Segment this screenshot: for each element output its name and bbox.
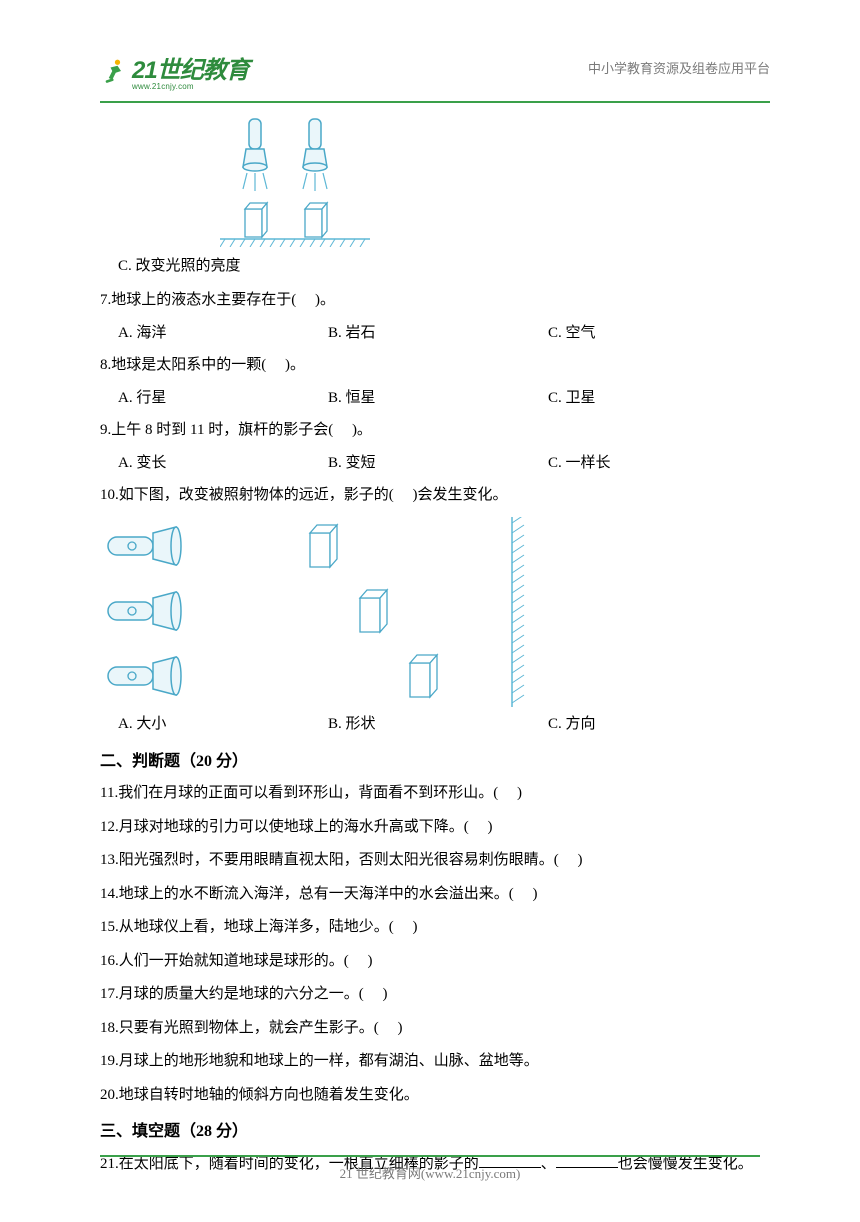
brand-main: 21世纪教育	[132, 57, 249, 84]
q8-options: A. 行星 B. 恒星 C. 卫星	[100, 383, 770, 415]
section3-title: 三、填空题（28 分）	[100, 1115, 770, 1149]
j15: 15.从地球仪上看，地球上海洋多，陆地少。( )	[100, 912, 770, 944]
header-right-text: 中小学教育资源及组卷应用平台	[588, 58, 770, 77]
q6-figure	[220, 117, 370, 247]
q9-options: A. 变长 B. 变短 C. 一样长	[100, 448, 770, 480]
q9-b: B. 变短	[328, 448, 548, 480]
j12: 12.月球对地球的引力可以使地球上的海水升高或下降。( )	[100, 812, 770, 844]
q10-figure	[100, 517, 530, 707]
q9-a: A. 变长	[118, 448, 328, 480]
j19: 19.月球上的地形地貌和地球上的一样，都有湖泊、山脉、盆地等。	[100, 1046, 770, 1078]
q9-c: C. 一样长	[548, 448, 611, 480]
q9-text: 9.上午 8 时到 11 时，旗杆的影子会( )。	[100, 415, 770, 447]
footer-text: 21 世纪教育网(www.21cnjy.com)	[0, 1163, 860, 1182]
q8-b: B. 恒星	[328, 383, 548, 415]
q10-a: A. 大小	[118, 709, 328, 741]
q10-options: A. 大小 B. 形状 C. 方向	[100, 709, 770, 741]
section2-title: 二、判断题（20 分）	[100, 745, 770, 779]
footer-rule	[100, 1155, 760, 1157]
q7-options: A. 海洋 B. 岩石 C. 空气	[100, 318, 770, 350]
j16: 16.人们一开始就知道地球是球形的。( )	[100, 946, 770, 978]
j14: 14.地球上的水不断流入海洋，总有一天海洋中的水会溢出来。( )	[100, 879, 770, 911]
q7-text: 7.地球上的液态水主要存在于( )。	[100, 285, 770, 317]
header-rule	[100, 101, 770, 103]
j13: 13.阳光强烈时，不要用眼睛直视太阳，否则太阳光很容易刺伤眼睛。( )	[100, 845, 770, 877]
q8-c: C. 卫星	[548, 383, 596, 415]
j11: 11.我们在月球的正面可以看到环形山，背面看不到环形山。( )	[100, 778, 770, 810]
j18: 18.只要有光照到物体上，就会产生影子。( )	[100, 1013, 770, 1045]
page-footer: 21 世纪教育网(www.21cnjy.com)	[0, 1155, 860, 1182]
q10-text: 10.如下图，改变被照射物体的远近，影子的( )会发生变化。	[100, 480, 770, 512]
runner-icon	[100, 57, 128, 85]
j17: 17.月球的质量大约是地球的六分之一。( )	[100, 979, 770, 1011]
page-header: 21世纪教育 www.21cnjy.com 中小学教育资源及组卷应用平台	[100, 50, 770, 91]
q6-option-c: C. 改变光照的亮度	[118, 258, 241, 274]
q10-c: C. 方向	[548, 709, 596, 741]
j20: 20.地球自转时地轴的倾斜方向也随着发生变化。	[100, 1080, 770, 1112]
q7-a: A. 海洋	[118, 318, 328, 350]
q8-a: A. 行星	[118, 383, 328, 415]
brand-logo: 21世纪教育 www.21cnjy.com	[100, 50, 249, 91]
content-body: C. 改变光照的亮度 7.地球上的液态水主要存在于( )。 A. 海洋 B. 岩…	[100, 117, 770, 1180]
q8-text: 8.地球是太阳系中的一颗( )。	[100, 350, 770, 382]
q7-b: B. 岩石	[328, 318, 548, 350]
q10-b: B. 形状	[328, 709, 548, 741]
q7-c: C. 空气	[548, 318, 596, 350]
